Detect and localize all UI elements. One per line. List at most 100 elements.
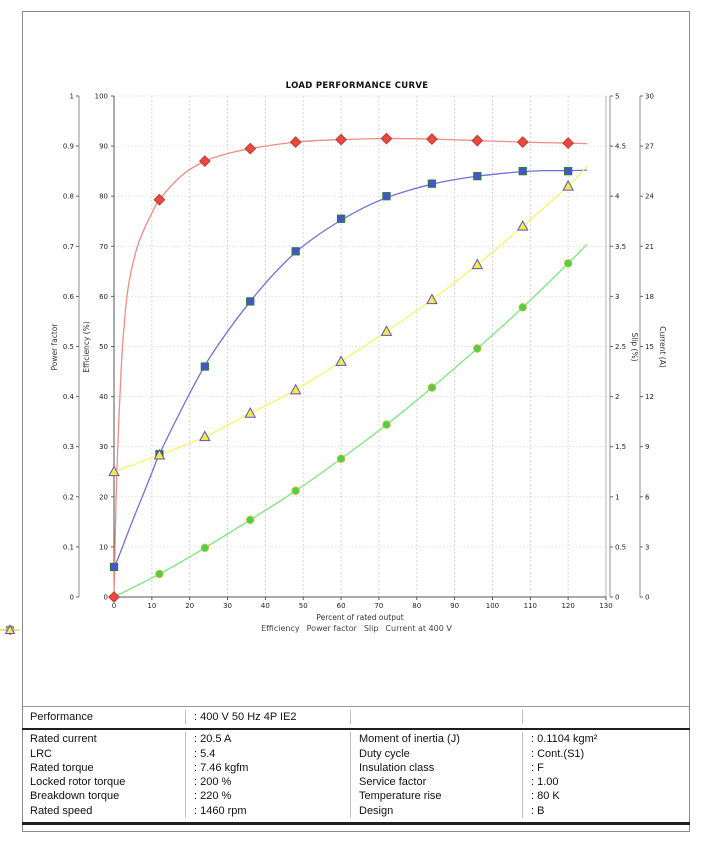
legend-label: Efficiency [261,624,300,633]
svg-text:10: 10 [147,602,156,610]
spec-value: : 5.4 [185,746,350,761]
spec-table-header: Performance : 400 V 50 Hz 4P IE2 [22,707,690,731]
svg-text:2.5: 2.5 [615,343,626,351]
svg-text:30: 30 [645,93,654,101]
svg-text:40: 40 [261,602,270,610]
spec-value: : 0.1104 kgm² [522,732,690,747]
svg-text:90: 90 [450,602,459,610]
svg-text:0.9: 0.9 [63,143,74,151]
legend-item-power-factor: Power factor [0,624,357,634]
spec-label: Locked rotor torque [30,776,126,789]
spec-label: Performance [30,711,93,723]
svg-text:30: 30 [99,443,108,451]
svg-text:0: 0 [70,594,74,602]
svg-text:110: 110 [524,602,537,610]
spec-label: Rated torque [30,761,94,774]
legend-item-slip: Slip [0,624,379,634]
svg-text:0.5: 0.5 [615,543,626,551]
series-power-factor-line [113,169,588,569]
legend-label: Current at 400 V [385,624,452,633]
svg-text:3: 3 [615,293,619,301]
svg-text:60: 60 [337,602,346,610]
spec-value: : Cont.(S1) [522,746,690,761]
svg-text:0: 0 [112,602,116,610]
svg-text:1: 1 [615,493,619,501]
svg-text:0: 0 [104,594,108,602]
svg-text:100: 100 [486,602,499,610]
svg-text:50: 50 [99,343,108,351]
svg-text:0.5: 0.5 [63,343,74,351]
svg-text:70: 70 [99,243,108,251]
svg-text:40: 40 [99,393,108,401]
svg-text:5: 5 [615,93,619,101]
series-efficiency-line [113,137,588,598]
svg-text:130: 130 [599,602,612,610]
pf-axis-title: Power factor [50,323,59,371]
spec-table-body: Rated current : 20.5 A Moment of inertia… [22,730,690,822]
triangle-legend-icon [0,624,20,634]
legend-item-current-at-400-v: Current at 400 V [0,624,452,634]
chart-legend: Efficiency Power factor Slip Current at 400… [0,624,713,636]
spec-header-spacer [350,710,522,725]
svg-text:0.1: 0.1 [63,543,74,551]
spec-value: : 1460 rpm [185,803,350,819]
spec-value: : 400 V 50 Hz 4P IE2 [185,710,350,725]
svg-text:50: 50 [299,602,308,610]
axis-eff: 0 10 20 30 40 50 60 70 80 90 100 [95,93,114,602]
legend-label: Power factor [306,624,357,633]
spec-label: Service factor [350,775,522,790]
series-current-at-400-v-line [113,165,588,473]
svg-text:10: 10 [99,543,108,551]
svg-text:2: 2 [615,393,619,401]
series-slip-line [113,243,588,598]
svg-text:0: 0 [615,594,619,602]
svg-text:15: 15 [645,343,654,351]
svg-text:9: 9 [645,443,649,451]
svg-text:30: 30 [223,602,232,610]
x-axis: 0 10 20 30 40 50 60 70 80 90 100 110 120 130 [112,597,613,610]
svg-text:24: 24 [645,193,654,201]
load-performance-chart: LOAD PERFORMANCE CURVE 0 10 20 30 40 50 60 70 80… [50,81,667,622]
svg-text:100: 100 [95,93,108,101]
spec-label: LRC [30,747,53,760]
series-slip-markers [109,259,573,602]
legend-item-efficiency: Efficiency [0,624,300,636]
spec-label: Rated speed [30,804,93,817]
spec-label: Moment of inertia (J) [350,732,522,747]
svg-text:4.5: 4.5 [615,143,626,151]
svg-text:6: 6 [645,493,650,501]
spec-value: : 7.46 kgfm [185,760,350,776]
spec-value: : B [522,803,690,819]
svg-text:21: 21 [645,243,654,251]
svg-text:12: 12 [645,393,654,401]
svg-text:0.3: 0.3 [63,443,74,451]
spec-table: Performance : 400 V 50 Hz 4P IE2 Rated c… [22,706,690,826]
spec-value: : F [522,760,690,776]
chart-title: LOAD PERFORMANCE CURVE [286,81,429,91]
svg-text:0: 0 [645,594,649,602]
svg-text:27: 27 [645,143,654,151]
spec-value: : 1.00 [522,775,690,790]
page-border [22,11,690,832]
svg-text:1.5: 1.5 [615,443,626,451]
svg-text:20: 20 [99,493,108,501]
svg-text:0.8: 0.8 [63,193,74,201]
axis-slip: 0 0.5 1 1.5 2 2.5 3 3.5 4 4.5 5 [609,93,626,602]
svg-text:20: 20 [185,602,194,610]
spec-value: : 220 % [185,789,350,804]
spec-value: : 200 % [185,775,350,790]
svg-text:18: 18 [645,293,654,301]
legend-label: Slip [363,624,379,633]
svg-text:80: 80 [99,193,108,201]
svg-text:120: 120 [561,602,574,610]
svg-text:4: 4 [615,193,620,201]
svg-text:80: 80 [412,602,421,610]
svg-text:3.5: 3.5 [615,243,626,251]
spec-label: Insulation class [350,760,522,776]
spec-label: Breakdown torque [30,790,120,803]
svg-text:0.4: 0.4 [63,393,75,401]
svg-text:0.6: 0.6 [63,293,75,301]
spec-label: Duty cycle [350,746,522,761]
spec-header-spacer [522,710,690,725]
